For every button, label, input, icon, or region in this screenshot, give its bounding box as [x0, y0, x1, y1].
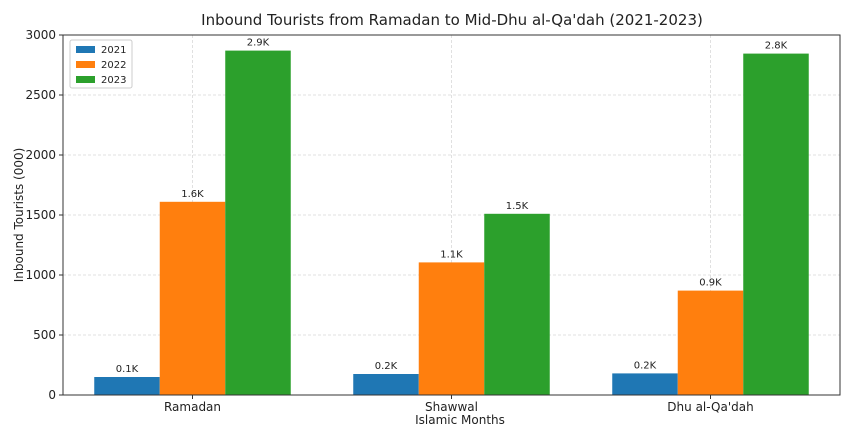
data-labels: 0.1K 0.2K 0.2K 1.6K 1.1K 0.9K 2.9K 1.5K 2.8K [116, 38, 788, 375]
data-label: 2.8K [765, 41, 788, 52]
y-tick-label: 1500 [25, 208, 56, 222]
legend-entry: 2022 [101, 60, 126, 71]
bar-2021 [353, 374, 419, 395]
plot-frame [62, 34, 841, 396]
legend-swatch [76, 76, 95, 83]
legend-swatch [76, 46, 95, 53]
y-tick-label: 3000 [25, 28, 56, 42]
y-tick-label: 0 [48, 388, 56, 402]
y-tick-label: 2000 [25, 148, 56, 162]
x-tick-label: Ramadan [164, 400, 221, 414]
x-tick-label: Dhu al-Qa'dah [667, 400, 753, 414]
data-label: 0.2K [634, 360, 657, 371]
legend-entry: 2023 [101, 75, 126, 86]
data-label: 0.9K [699, 278, 722, 289]
bar-2022 [159, 201, 226, 395]
data-label: 1.1K [440, 249, 463, 260]
legend-swatch [76, 61, 95, 68]
data-label: 1.5K [506, 201, 529, 212]
bar-2022 [418, 262, 485, 395]
legend-entry: 2021 [101, 45, 126, 56]
x-axis-label: Islamic Months [415, 413, 505, 427]
data-label: 1.6K [181, 189, 204, 200]
bar-2023 [743, 53, 809, 395]
bar-2023 [484, 213, 550, 395]
y-tick-label: 1000 [25, 268, 56, 282]
y-tick-label: 2500 [25, 88, 56, 102]
bars [94, 50, 809, 395]
data-label: 0.2K [375, 361, 398, 372]
data-label: 0.1K [116, 364, 139, 375]
bar-2023 [225, 50, 291, 395]
data-label: 2.9K [247, 38, 270, 49]
bar-2021 [94, 377, 160, 395]
x-tick-label: Shawwal [425, 400, 478, 414]
y-tick-label: 500 [33, 328, 56, 342]
bar-2021 [612, 373, 678, 395]
bar-2022 [677, 290, 744, 395]
legend: 2021 2022 2023 [69, 39, 133, 89]
y-axis-label: Inbound Tourists (000) [12, 148, 26, 283]
axes: 0 500 1000 1500 2000 2500 3000 Ramadan Shawwal Dh… [25, 28, 841, 414]
chart-title: Inbound Tourists from Ramadan to Mid-Dhu… [201, 11, 703, 29]
